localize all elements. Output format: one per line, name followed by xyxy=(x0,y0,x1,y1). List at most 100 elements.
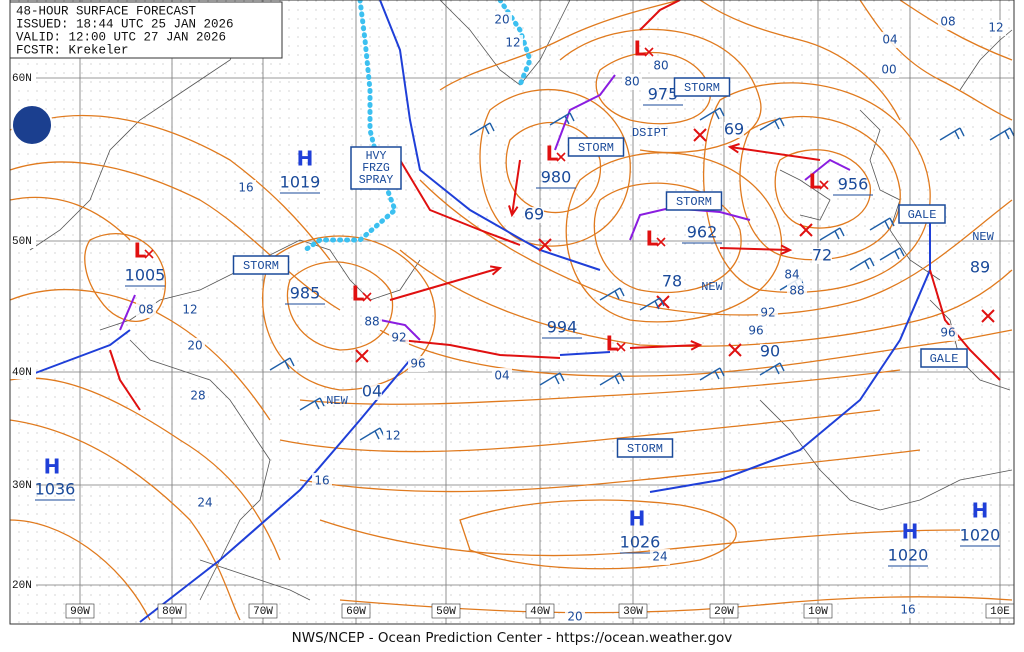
lon-box xyxy=(525,603,555,619)
spray-label: HVY xyxy=(366,150,387,163)
central-pressure: 985 xyxy=(290,284,321,303)
warning-label: STORM xyxy=(676,195,712,209)
isobar-label: 80 xyxy=(653,59,668,73)
coastline xyxy=(439,0,571,86)
longitude-label: 80W xyxy=(162,606,182,618)
isobar xyxy=(739,116,901,261)
track-arrow xyxy=(389,267,501,301)
arrow-head xyxy=(690,340,703,351)
isobar xyxy=(84,233,166,323)
warning-label: STORM xyxy=(627,442,663,456)
high-symbol: H xyxy=(972,499,989,523)
isobar-label: 96 xyxy=(748,324,763,338)
lon-box xyxy=(803,603,833,619)
label-bg xyxy=(724,122,744,138)
track-arrow xyxy=(511,159,521,216)
wind-barb xyxy=(849,257,875,271)
high-symbol: H xyxy=(297,147,314,171)
isobar-label: 08 xyxy=(138,303,153,317)
isobar-label: 20 xyxy=(494,13,509,27)
wind-barb xyxy=(539,372,565,386)
low-symbol: L xyxy=(646,227,659,251)
lat-box xyxy=(10,234,36,248)
header-line: 48-HOUR SURFACE FORECAST xyxy=(16,4,197,18)
low-x xyxy=(362,292,372,302)
central-pressure: 975 xyxy=(648,85,679,104)
low-x xyxy=(144,249,154,259)
isobar xyxy=(9,196,131,241)
isobar xyxy=(379,329,1013,377)
central-pressure: 1005 xyxy=(125,266,166,285)
spray-label: SPRAY xyxy=(359,174,394,187)
label-bg xyxy=(185,338,205,354)
label-bg xyxy=(383,428,403,444)
label-bg xyxy=(758,305,778,321)
warm-front xyxy=(639,0,681,31)
coastline xyxy=(29,19,251,251)
isobar-label: 92 xyxy=(760,306,775,320)
isobar xyxy=(479,88,631,247)
lat-box xyxy=(10,478,36,492)
isobar-label: 12 xyxy=(182,303,197,317)
note-label: DSIPT xyxy=(632,126,668,140)
note-label: NEW xyxy=(701,280,723,294)
label-bg xyxy=(408,356,428,372)
isobar xyxy=(505,121,602,214)
spray-label: FRZG xyxy=(362,162,390,175)
low-symbol: L xyxy=(809,170,822,194)
arrow-head xyxy=(780,244,793,256)
wind-barb xyxy=(599,372,625,386)
isobar xyxy=(593,182,742,294)
past-position xyxy=(799,223,813,237)
ice-edge xyxy=(302,0,533,253)
isobar-label: 84 xyxy=(784,268,799,282)
isobar-label: 20 xyxy=(567,610,582,624)
central-pressure: 956 xyxy=(838,175,869,194)
isobar xyxy=(595,51,711,125)
label-bg xyxy=(503,35,523,51)
occluded-front xyxy=(804,158,851,181)
label-bg xyxy=(492,12,512,28)
isobar xyxy=(299,449,921,493)
central-pressure: 1026 xyxy=(620,533,661,552)
warning-label: GALE xyxy=(930,352,959,366)
isobar-label: 20 xyxy=(187,339,202,353)
footer: NWS/NCEP - Ocean Prediction Center - htt… xyxy=(292,630,733,646)
isobar-label: 69 xyxy=(524,205,544,224)
high-symbol: H xyxy=(902,520,919,544)
isobar-label: 04 xyxy=(882,33,897,47)
past-position xyxy=(538,238,552,252)
isobar-label: 88 xyxy=(364,315,379,329)
label-bg xyxy=(136,302,156,318)
central-pressure: 1020 xyxy=(888,546,929,565)
lon-box xyxy=(248,603,278,619)
longitude-label: 70W xyxy=(253,606,273,618)
isobar xyxy=(419,179,1013,316)
isobar-label: 92 xyxy=(391,331,406,345)
label-bg xyxy=(236,180,256,196)
isobar-label: 88 xyxy=(789,284,804,298)
past-position xyxy=(355,349,369,363)
latitude-label: 30N xyxy=(12,480,32,492)
low-x xyxy=(616,342,626,352)
label-bg xyxy=(760,344,780,360)
isobar xyxy=(774,149,871,229)
label-bg xyxy=(312,473,332,489)
isobar-label: 12 xyxy=(385,429,400,443)
label-bg xyxy=(362,314,382,330)
track-arrow xyxy=(629,344,701,349)
isobar-label: 69 xyxy=(724,120,744,139)
low-symbol: L xyxy=(546,142,559,166)
longitude-label: 50W xyxy=(436,606,456,618)
lon-box xyxy=(157,603,187,619)
coastline xyxy=(779,169,831,221)
label-bg xyxy=(938,325,958,341)
wind-barb xyxy=(989,127,1015,141)
track-arrow xyxy=(729,146,821,161)
wind-barb xyxy=(599,287,625,301)
longitude-label: 90W xyxy=(70,606,90,618)
label-bg xyxy=(651,58,671,74)
isobar xyxy=(9,419,241,621)
